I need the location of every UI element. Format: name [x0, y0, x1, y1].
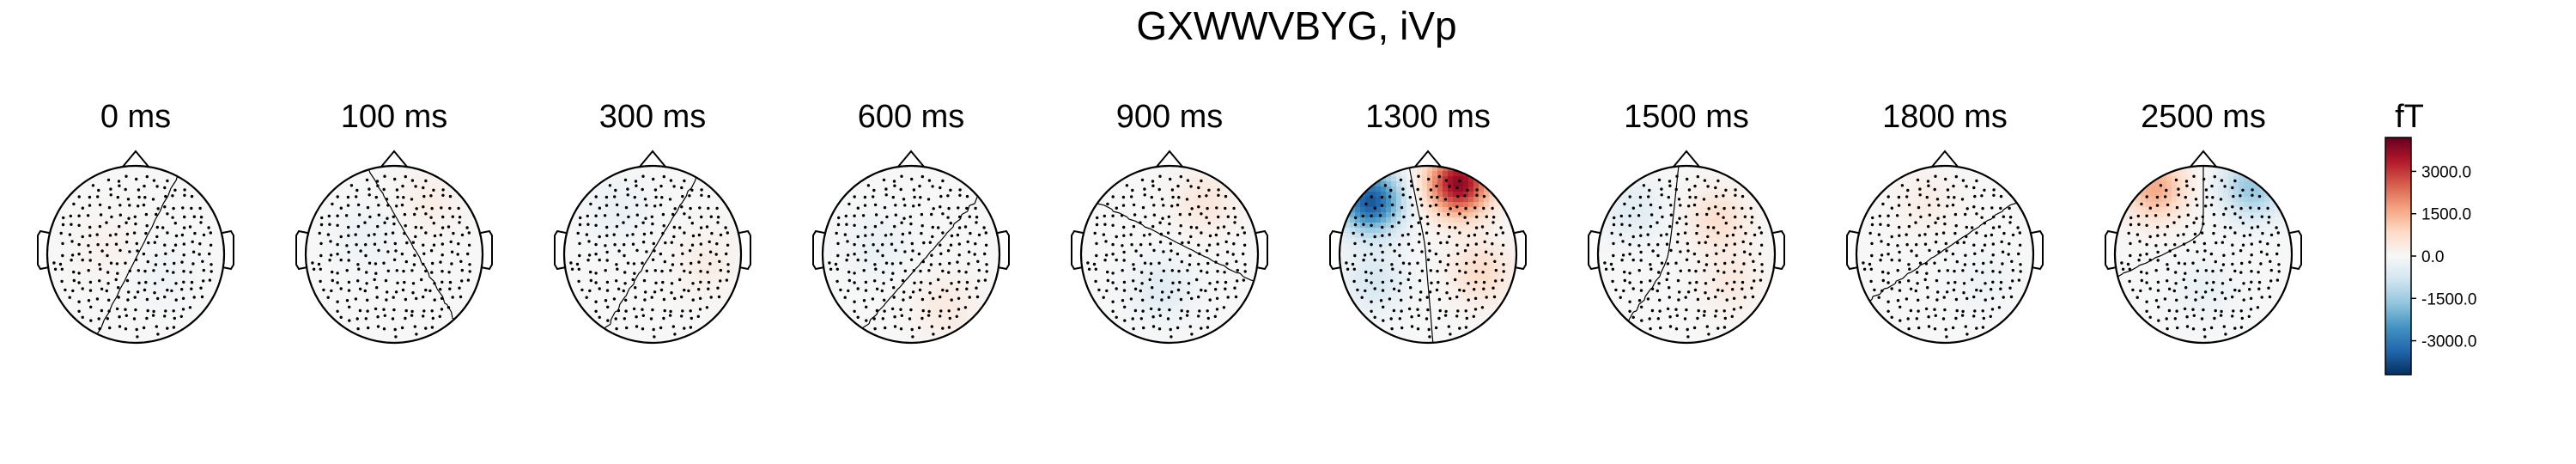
zero-contour — [2115, 166, 2204, 279]
nose-outline — [2190, 150, 2217, 168]
zero-contour — [1408, 166, 1434, 343]
panel-time-label: 300 ms — [599, 99, 707, 135]
panel-time-label: 2500 ms — [2141, 99, 2266, 135]
left-ear-outline — [1846, 229, 1859, 271]
colorbar-tick-label: -1500.0 — [2421, 290, 2476, 308]
nose-outline — [1673, 150, 1700, 168]
right-ear-outline — [222, 229, 234, 271]
colorbar-tick-label: 0.0 — [2421, 248, 2444, 266]
field-map — [823, 166, 999, 343]
colorbar-gradient — [2385, 137, 2412, 375]
topomap-panel: 1500 ms — [1588, 99, 1785, 345]
topomap-panel: 100 ms — [295, 99, 493, 345]
colorbar-tick-label: 3000.0 — [2421, 163, 2471, 181]
topomap-panel: 900 ms — [1071, 99, 1268, 345]
field-map — [2115, 166, 2292, 343]
sensor-dots — [2120, 174, 2281, 339]
field-map — [306, 166, 483, 343]
panel-time-label: 100 ms — [341, 99, 448, 135]
field-map — [564, 166, 741, 343]
left-ear-outline — [1071, 229, 1084, 271]
nose-outline — [380, 150, 408, 168]
nose-outline — [1414, 150, 1442, 168]
right-ear-outline — [997, 229, 1010, 271]
left-ear-outline — [1588, 229, 1601, 271]
panel-time-label: 0 ms — [100, 99, 171, 135]
head-outline — [821, 164, 1001, 345]
field-map — [1340, 166, 1516, 343]
panel-time-label: 1300 ms — [1365, 99, 1491, 135]
left-ear-outline — [1329, 229, 1342, 271]
right-ear-outline — [480, 229, 493, 271]
left-ear-outline — [295, 229, 308, 271]
field-map — [1598, 166, 1775, 343]
right-ear-outline — [1514, 229, 1527, 271]
head-outline — [1596, 164, 1777, 345]
sensor-dots — [828, 174, 988, 339]
topomap-panel: 600 ms — [812, 99, 1010, 345]
nose-outline — [122, 150, 149, 168]
colorbar: fT 3000.0 1500.0 0.0 -1500.0 -3000.0 — [2385, 99, 2476, 375]
sensor-dots — [1345, 174, 1505, 339]
sensor-dots — [569, 174, 730, 339]
sensor-dots — [1086, 174, 1247, 339]
field-map — [47, 166, 224, 343]
nose-outline — [639, 150, 666, 168]
head-outline — [1079, 164, 1260, 345]
topomap-panels: 0 ms 100 ms 300 ms 600 ms 900 ms 1300 ms 1500 … — [37, 99, 2302, 345]
topomap-panel: 0 ms — [37, 99, 234, 345]
sensor-dots — [1603, 174, 1764, 339]
topomap-panel: 1800 ms — [1846, 99, 2044, 345]
panel-time-label: 900 ms — [1116, 99, 1224, 135]
head-outline — [1338, 164, 1518, 345]
sensor-dots — [311, 174, 471, 339]
field-map — [1856, 166, 2033, 343]
right-ear-outline — [1772, 229, 1785, 271]
figure-title: GXWWVBYG, iVp — [1136, 3, 1456, 48]
panel-time-label: 600 ms — [858, 99, 965, 135]
nose-outline — [897, 150, 925, 168]
topomap-panel: 1300 ms — [1329, 99, 1527, 345]
colorbar-tick-label: 1500.0 — [2421, 206, 2471, 224]
left-ear-outline — [37, 229, 50, 271]
left-ear-outline — [2105, 229, 2117, 271]
colorbar-unit-label: fT — [2395, 99, 2424, 135]
right-ear-outline — [738, 229, 751, 271]
right-ear-outline — [2031, 229, 2044, 271]
panel-time-label: 1800 ms — [1882, 99, 2008, 135]
colorbar-tick-label: -3000.0 — [2421, 333, 2476, 351]
sensor-dots — [52, 174, 213, 339]
head-outline — [562, 164, 743, 345]
right-ear-outline — [1255, 229, 1268, 271]
left-ear-outline — [554, 229, 567, 271]
panel-time-label: 1500 ms — [1624, 99, 1749, 135]
right-ear-outline — [2289, 229, 2302, 271]
nose-outline — [1931, 150, 1959, 168]
field-map — [1081, 166, 1258, 343]
head-outline — [46, 164, 226, 345]
nose-outline — [1156, 150, 1183, 168]
topomap-panel: 300 ms — [554, 99, 751, 345]
sensor-dots — [1862, 174, 2022, 339]
head-outline — [2113, 164, 2293, 345]
left-ear-outline — [812, 229, 825, 271]
head-outline — [1855, 164, 2035, 345]
colorbar-ticks: 3000.0 1500.0 0.0 -1500.0 -3000.0 — [2411, 163, 2476, 351]
head-outline — [304, 164, 484, 345]
topomap-panel: 2500 ms — [2105, 99, 2302, 345]
